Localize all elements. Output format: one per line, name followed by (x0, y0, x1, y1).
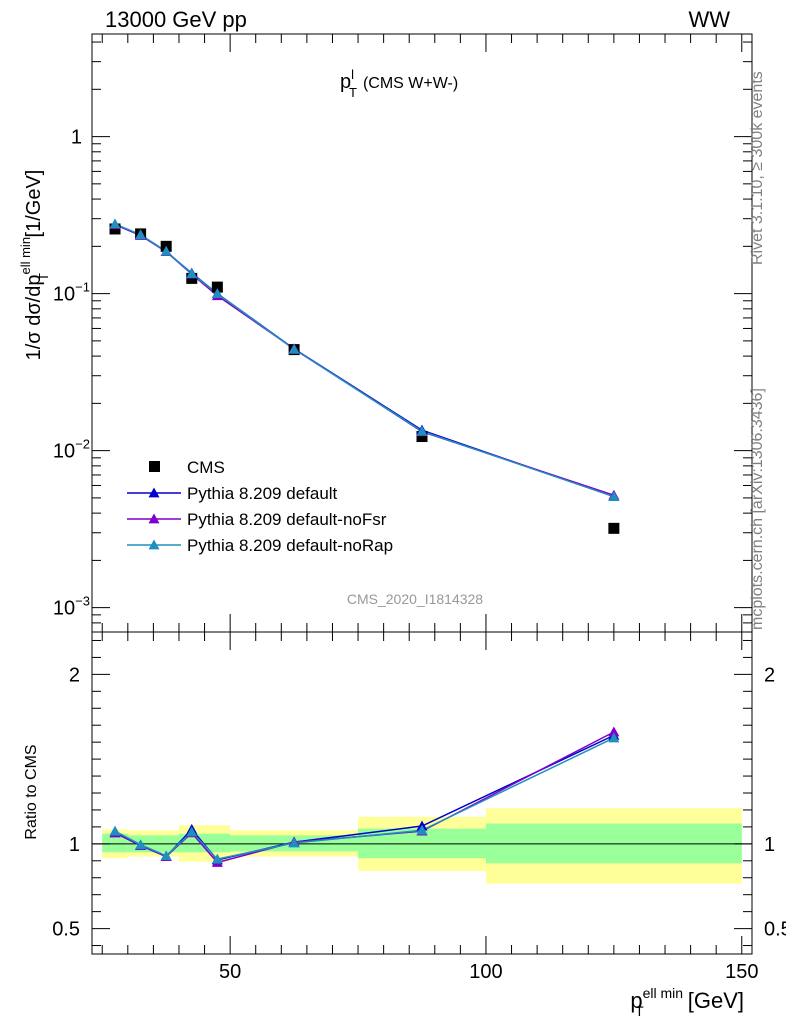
legend-label-2: Pythia 8.209 default-noFsr (187, 510, 387, 529)
main-y-tick-label-0: 10−3 (53, 594, 90, 620)
ratio-point-noRap-5 (288, 837, 300, 848)
ratio-point-noRap-0 (109, 825, 121, 836)
main-point-cms-4 (211, 281, 223, 293)
rivet-version-text: Rivet 3.1.10, ≥ 300k events (749, 71, 766, 265)
main-point-noRap-5 (288, 343, 300, 354)
mcplots-credit-text: mcplots.cern.ch [arXiv:1306.3436] (749, 388, 766, 630)
main-point-noRap-0 (109, 218, 121, 229)
main-point-noRap-6 (416, 425, 428, 436)
legend-label-1: Pythia 8.209 default (187, 484, 338, 503)
ratio-point-noRap-3 (186, 826, 198, 837)
main-y-tick-label-2: 10−1 (53, 280, 90, 306)
header-right: WW (688, 7, 730, 32)
ratio-y-tick-label-right-2: 2 (764, 664, 775, 686)
plot-title-rest: (CMS W+W-) (363, 75, 458, 92)
legend-marker-noFsr (148, 513, 160, 524)
main-series (109, 218, 620, 534)
main-y-tick-label-3: 1 (71, 127, 82, 149)
ratio-series (109, 726, 620, 867)
analysis-watermark: CMS_2020_I1814328 (347, 591, 483, 607)
ratio-y-tick-label-left-2: 2 (69, 664, 80, 686)
main-y-ticks: 10−3 10−2 10−1 1 (53, 41, 752, 633)
legend: CMS Pythia 8.209 default Pythia 8.209 defa… (127, 458, 393, 555)
ratio-point-noRap-7 (608, 732, 620, 743)
main-y-axis-label: 1/σ dσ/dpell minT [1/GeV] (18, 170, 51, 361)
band-inner-0 (102, 833, 128, 853)
header-left: 13000 GeV pp (105, 7, 247, 32)
ratio-point-noRap-1 (135, 839, 147, 850)
ratio-point-noRap-4 (211, 853, 223, 864)
main-y-tick-label-1: 10−2 (53, 437, 90, 463)
main-line-noRap (114, 223, 615, 498)
main-point-noRap-7 (608, 491, 620, 501)
ratio-point-noFsr-7 (608, 726, 620, 737)
ratio-point-noRap-6 (416, 824, 428, 835)
band-inner-4 (204, 833, 231, 853)
main-point-noRap-1 (135, 229, 147, 240)
ratio-y-tick-label-right-1: 1 (764, 834, 775, 856)
plot-title-main: p (340, 71, 351, 93)
x-tick-label-1: 100 (469, 961, 502, 983)
plot-title-sup: l (351, 67, 354, 82)
x-ticks: 50 100 150 (101, 34, 758, 983)
main-point-cms-7 (608, 522, 620, 534)
main-point-noRap-4 (211, 288, 223, 299)
ratio-y-tick-label-left-1: 1 (69, 834, 80, 856)
plot-title: pl T (CMS W+W-) (340, 67, 458, 100)
svg-text:1/σ dσ/dpell minT [1/GeV]: 1/σ dσ/dpell minT [1/GeV] (18, 170, 51, 361)
ratio-y-tick-label-left-0: 0.5 (52, 919, 80, 941)
main-point-cms-6 (416, 431, 428, 443)
plot-title-sub: T (349, 85, 357, 100)
legend-marker-default (148, 487, 160, 498)
ratio-bands (102, 808, 742, 884)
main-line-default (114, 223, 615, 498)
legend-marker-noRap (148, 539, 160, 550)
ratio-y-tick-label-right-0: 0.5 (764, 919, 786, 941)
svg-text:pell minT [GeV]: pell min T [GeV] (630, 985, 744, 1019)
ratio-line-noRap (114, 737, 615, 860)
x-tick-label-2: 150 (725, 961, 758, 983)
x-axis-label: pell min T [GeV] (630, 985, 744, 1019)
main-point-noRap-3 (186, 268, 198, 279)
legend-label-3: Pythia 8.209 default-noRap (187, 536, 393, 555)
legend-label-0: CMS (187, 458, 225, 477)
ratio-y-ticks: 0.5 0.5 1 1 2 2 (52, 639, 786, 947)
ratio-panel-frame (91, 631, 753, 955)
x-tick-label-0: 50 (219, 961, 241, 983)
legend-marker-cms (149, 461, 160, 472)
main-line-noFsr (114, 223, 615, 496)
main-point-noRap-2 (160, 245, 172, 256)
ratio-point-noRap-2 (160, 850, 172, 861)
ratio-y-axis-label: Ratio to CMS (23, 744, 40, 839)
